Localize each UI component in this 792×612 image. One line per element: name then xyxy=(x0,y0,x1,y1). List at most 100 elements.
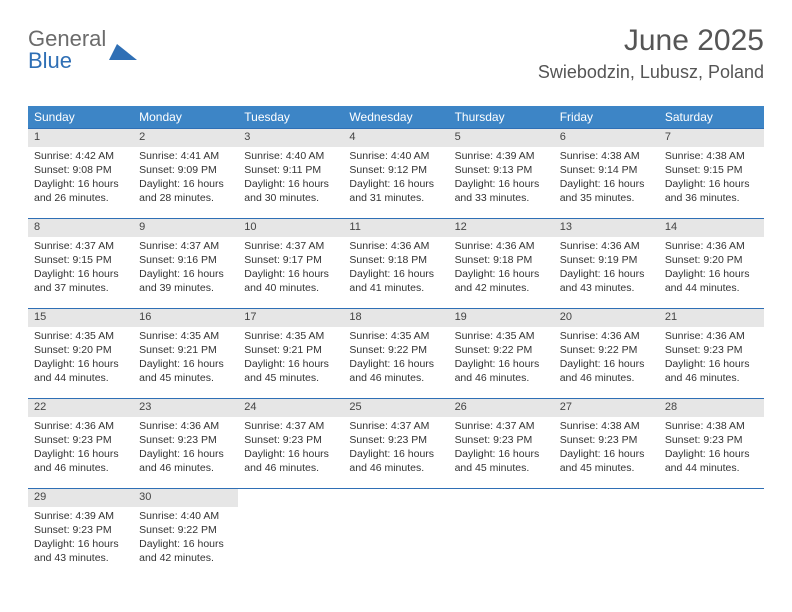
day-cell: Sunrise: 4:37 AMSunset: 9:23 PMDaylight:… xyxy=(238,417,343,489)
weekday-header: Saturday xyxy=(659,106,764,129)
day-cell: Sunrise: 4:36 AMSunset: 9:18 PMDaylight:… xyxy=(343,237,448,309)
day-cell: Sunrise: 4:39 AMSunset: 9:23 PMDaylight:… xyxy=(28,507,133,579)
day-number: 3 xyxy=(238,129,343,147)
daylight-line: Daylight: 16 hours and 36 minutes. xyxy=(665,177,758,205)
day-cell: Sunrise: 4:37 AMSunset: 9:15 PMDaylight:… xyxy=(28,237,133,309)
weekday-header: Wednesday xyxy=(343,106,448,129)
sunrise-line: Sunrise: 4:38 AM xyxy=(560,419,653,433)
day-number: 4 xyxy=(343,129,448,147)
sunset-line: Sunset: 9:15 PM xyxy=(665,163,758,177)
sunrise-line: Sunrise: 4:39 AM xyxy=(34,509,127,523)
empty-cell xyxy=(449,489,554,507)
sunrise-line: Sunrise: 4:40 AM xyxy=(244,149,337,163)
daynum-row: 22232425262728 xyxy=(28,399,764,417)
daybody-row: Sunrise: 4:36 AMSunset: 9:23 PMDaylight:… xyxy=(28,417,764,489)
sunset-line: Sunset: 9:17 PM xyxy=(244,253,337,267)
day-number: 10 xyxy=(238,219,343,237)
day-cell: Sunrise: 4:42 AMSunset: 9:08 PMDaylight:… xyxy=(28,147,133,219)
empty-cell xyxy=(238,507,343,579)
daylight-line: Daylight: 16 hours and 28 minutes. xyxy=(139,177,232,205)
sunset-line: Sunset: 9:23 PM xyxy=(665,433,758,447)
day-number: 11 xyxy=(343,219,448,237)
page-title: June 2025 xyxy=(538,24,764,58)
empty-cell xyxy=(238,489,343,507)
sunrise-line: Sunrise: 4:36 AM xyxy=(34,419,127,433)
day-number: 28 xyxy=(659,399,764,417)
sunset-line: Sunset: 9:08 PM xyxy=(34,163,127,177)
daylight-line: Daylight: 16 hours and 45 minutes. xyxy=(244,357,337,385)
empty-cell xyxy=(659,507,764,579)
day-number: 8 xyxy=(28,219,133,237)
sunset-line: Sunset: 9:21 PM xyxy=(139,343,232,357)
daylight-line: Daylight: 16 hours and 42 minutes. xyxy=(139,537,232,565)
daylight-line: Daylight: 16 hours and 33 minutes. xyxy=(455,177,548,205)
daylight-line: Daylight: 16 hours and 46 minutes. xyxy=(349,447,442,475)
header: June 2025 Swiebodzin, Lubusz, Poland xyxy=(538,24,764,83)
sunrise-line: Sunrise: 4:36 AM xyxy=(139,419,232,433)
daybody-row: Sunrise: 4:37 AMSunset: 9:15 PMDaylight:… xyxy=(28,237,764,309)
logo-triangle-icon xyxy=(109,42,141,62)
day-cell: Sunrise: 4:35 AMSunset: 9:21 PMDaylight:… xyxy=(238,327,343,399)
logo-word2: Blue xyxy=(28,48,72,73)
sunrise-line: Sunrise: 4:35 AM xyxy=(139,329,232,343)
sunrise-line: Sunrise: 4:37 AM xyxy=(244,239,337,253)
sunset-line: Sunset: 9:23 PM xyxy=(665,343,758,357)
sunset-line: Sunset: 9:23 PM xyxy=(349,433,442,447)
day-number: 21 xyxy=(659,309,764,327)
day-cell: Sunrise: 4:37 AMSunset: 9:17 PMDaylight:… xyxy=(238,237,343,309)
sunset-line: Sunset: 9:11 PM xyxy=(244,163,337,177)
sunset-line: Sunset: 9:09 PM xyxy=(139,163,232,177)
empty-cell xyxy=(449,507,554,579)
sunrise-line: Sunrise: 4:37 AM xyxy=(455,419,548,433)
day-number: 14 xyxy=(659,219,764,237)
weekday-header: Friday xyxy=(554,106,659,129)
daylight-line: Daylight: 16 hours and 44 minutes. xyxy=(665,447,758,475)
daylight-line: Daylight: 16 hours and 39 minutes. xyxy=(139,267,232,295)
day-number: 26 xyxy=(449,399,554,417)
sunrise-line: Sunrise: 4:39 AM xyxy=(455,149,548,163)
sunset-line: Sunset: 9:22 PM xyxy=(139,523,232,537)
daylight-line: Daylight: 16 hours and 40 minutes. xyxy=(244,267,337,295)
location-label: Swiebodzin, Lubusz, Poland xyxy=(538,62,764,83)
weekday-header: Thursday xyxy=(449,106,554,129)
day-number: 27 xyxy=(554,399,659,417)
sunrise-line: Sunrise: 4:37 AM xyxy=(349,419,442,433)
weekday-header: Monday xyxy=(133,106,238,129)
sunrise-line: Sunrise: 4:37 AM xyxy=(34,239,127,253)
sunrise-line: Sunrise: 4:36 AM xyxy=(560,329,653,343)
day-cell: Sunrise: 4:37 AMSunset: 9:16 PMDaylight:… xyxy=(133,237,238,309)
day-number: 7 xyxy=(659,129,764,147)
sunset-line: Sunset: 9:18 PM xyxy=(455,253,548,267)
daylight-line: Daylight: 16 hours and 46 minutes. xyxy=(455,357,548,385)
sunrise-line: Sunrise: 4:36 AM xyxy=(455,239,548,253)
day-number: 29 xyxy=(28,489,133,507)
daylight-line: Daylight: 16 hours and 41 minutes. xyxy=(349,267,442,295)
sunset-line: Sunset: 9:22 PM xyxy=(455,343,548,357)
day-cell: Sunrise: 4:38 AMSunset: 9:15 PMDaylight:… xyxy=(659,147,764,219)
daylight-line: Daylight: 16 hours and 31 minutes. xyxy=(349,177,442,205)
sunset-line: Sunset: 9:20 PM xyxy=(34,343,127,357)
daylight-line: Daylight: 16 hours and 44 minutes. xyxy=(34,357,127,385)
daylight-line: Daylight: 16 hours and 43 minutes. xyxy=(34,537,127,565)
day-number: 16 xyxy=(133,309,238,327)
daylight-line: Daylight: 16 hours and 35 minutes. xyxy=(560,177,653,205)
day-cell: Sunrise: 4:38 AMSunset: 9:14 PMDaylight:… xyxy=(554,147,659,219)
day-cell: Sunrise: 4:36 AMSunset: 9:22 PMDaylight:… xyxy=(554,327,659,399)
day-number: 17 xyxy=(238,309,343,327)
sunrise-line: Sunrise: 4:37 AM xyxy=(244,419,337,433)
day-number: 18 xyxy=(343,309,448,327)
day-cell: Sunrise: 4:36 AMSunset: 9:20 PMDaylight:… xyxy=(659,237,764,309)
weekday-header: Tuesday xyxy=(238,106,343,129)
day-number: 1 xyxy=(28,129,133,147)
sunset-line: Sunset: 9:18 PM xyxy=(349,253,442,267)
weekday-header-row: SundayMondayTuesdayWednesdayThursdayFrid… xyxy=(28,106,764,129)
sunset-line: Sunset: 9:23 PM xyxy=(455,433,548,447)
day-cell: Sunrise: 4:36 AMSunset: 9:23 PMDaylight:… xyxy=(133,417,238,489)
day-number: 13 xyxy=(554,219,659,237)
day-number: 19 xyxy=(449,309,554,327)
day-cell: Sunrise: 4:39 AMSunset: 9:13 PMDaylight:… xyxy=(449,147,554,219)
sunrise-line: Sunrise: 4:36 AM xyxy=(349,239,442,253)
day-cell: Sunrise: 4:37 AMSunset: 9:23 PMDaylight:… xyxy=(449,417,554,489)
day-number: 24 xyxy=(238,399,343,417)
sunrise-line: Sunrise: 4:38 AM xyxy=(665,419,758,433)
